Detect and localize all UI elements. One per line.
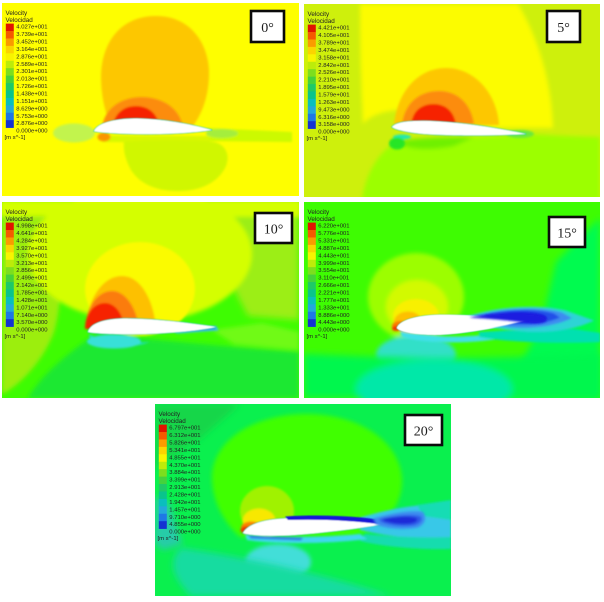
svg-text:2.221e+001: 2.221e+001 [318, 290, 349, 296]
svg-text:7.140e+000: 7.140e+000 [16, 313, 48, 319]
svg-text:0.000e+000: 0.000e+000 [16, 129, 48, 135]
svg-text:5.331e+001: 5.331e+001 [318, 238, 349, 244]
svg-text:3.158e+000: 3.158e+000 [318, 122, 350, 128]
svg-text:1.428e+001: 1.428e+001 [16, 298, 47, 304]
svg-text:2.428e+001: 2.428e+001 [169, 492, 200, 498]
svg-text:3.158e+001: 3.158e+001 [318, 55, 349, 61]
svg-text:1.777e+001: 1.777e+001 [318, 298, 349, 304]
svg-text:4.443e+000: 4.443e+000 [318, 320, 350, 326]
svg-text:3.452e+001: 3.452e+001 [16, 39, 47, 45]
svg-text:2.013e+001: 2.013e+001 [16, 77, 47, 83]
svg-text:Velocidad: Velocidad [159, 418, 187, 425]
svg-text:2.301e+001: 2.301e+001 [16, 69, 47, 75]
svg-text:0°: 0° [261, 21, 274, 36]
svg-text:2.876e+000: 2.876e+000 [16, 121, 48, 127]
svg-text:Velocity: Velocity [6, 209, 29, 216]
svg-text:Velocity: Velocity [6, 10, 29, 17]
svg-text:4.887e+001: 4.887e+001 [318, 246, 349, 252]
svg-text:0.000e+000: 0.000e+000 [318, 130, 350, 136]
svg-text:3.927e+001: 3.927e+001 [16, 246, 47, 252]
svg-text:Velocity: Velocity [308, 11, 331, 18]
svg-text:2.142e+001: 2.142e+001 [16, 283, 47, 289]
svg-text:5.753e+000: 5.753e+000 [16, 114, 48, 120]
svg-text:[m s^-1]: [m s^-1] [5, 334, 26, 340]
svg-text:1.895e+001: 1.895e+001 [318, 85, 349, 91]
svg-text:6.220e+001: 6.220e+001 [318, 224, 349, 230]
svg-text:2.856e+001: 2.856e+001 [16, 268, 47, 274]
svg-text:Velocity: Velocity [159, 411, 182, 418]
svg-text:Velocidad: Velocidad [308, 216, 336, 223]
svg-text:1.726e+001: 1.726e+001 [16, 84, 47, 90]
svg-text:0.000e+000: 0.000e+000 [318, 328, 350, 334]
svg-text:2.526e+001: 2.526e+001 [318, 70, 349, 76]
svg-text:3.554e+001: 3.554e+001 [318, 268, 349, 274]
svg-text:3.570e+001: 3.570e+001 [16, 253, 47, 259]
svg-text:4.855e+000: 4.855e+000 [169, 522, 201, 528]
svg-text:2.913e+001: 2.913e+001 [169, 485, 200, 491]
svg-text:4.105e+001: 4.105e+001 [318, 33, 349, 39]
svg-text:4.421e+001: 4.421e+001 [318, 26, 349, 32]
svg-text:4.370e+001: 4.370e+001 [169, 463, 200, 469]
svg-text:1.785e+001: 1.785e+001 [16, 290, 47, 296]
svg-text:3.789e+001: 3.789e+001 [318, 40, 349, 46]
svg-text:2.876e+001: 2.876e+001 [16, 54, 47, 60]
svg-text:5°: 5° [557, 21, 570, 36]
svg-text:2.499e+001: 2.499e+001 [16, 276, 47, 282]
svg-text:5.776e+001: 5.776e+001 [318, 231, 349, 237]
svg-text:9.710e+000: 9.710e+000 [169, 515, 201, 521]
svg-text:1.151e+001: 1.151e+001 [16, 99, 47, 105]
svg-text:[m s^-1]: [m s^-1] [158, 536, 179, 542]
svg-text:4.284e+001: 4.284e+001 [16, 238, 47, 244]
svg-text:4.855e+001: 4.855e+001 [169, 455, 200, 461]
svg-text:0.000e+000: 0.000e+000 [16, 328, 48, 334]
svg-text:4.027e+001: 4.027e+001 [16, 25, 47, 31]
svg-text:9.473e+000: 9.473e+000 [318, 107, 350, 113]
svg-text:1.263e+001: 1.263e+001 [318, 100, 349, 106]
svg-text:3.570e+000: 3.570e+000 [16, 320, 48, 326]
svg-text:3.164e+001: 3.164e+001 [16, 47, 47, 53]
svg-text:20°: 20° [414, 425, 434, 440]
svg-text:1.579e+001: 1.579e+001 [318, 92, 349, 98]
svg-text:8.886e+000: 8.886e+000 [318, 313, 350, 319]
svg-text:1.457e+001: 1.457e+001 [169, 507, 200, 513]
svg-text:3.213e+001: 3.213e+001 [16, 261, 47, 267]
svg-text:4.641e+001: 4.641e+001 [16, 231, 47, 237]
svg-text:3.999e+001: 3.999e+001 [318, 261, 349, 267]
svg-text:2.666e+001: 2.666e+001 [318, 283, 349, 289]
svg-text:1.333e+001: 1.333e+001 [318, 305, 349, 311]
svg-text:2.842e+001: 2.842e+001 [318, 63, 349, 69]
svg-text:8.629e+000: 8.629e+000 [16, 106, 48, 112]
svg-text:2.210e+001: 2.210e+001 [318, 78, 349, 84]
svg-text:4.998e+001: 4.998e+001 [16, 224, 47, 230]
svg-text:6.316e+000: 6.316e+000 [318, 115, 350, 121]
svg-text:3.399e+001: 3.399e+001 [169, 478, 200, 484]
svg-text:5.826e+001: 5.826e+001 [169, 440, 200, 446]
svg-text:6.797e+001: 6.797e+001 [169, 426, 200, 432]
svg-text:6.312e+001: 6.312e+001 [169, 433, 200, 439]
svg-text:Velocity: Velocity [308, 209, 331, 216]
svg-text:3.474e+001: 3.474e+001 [318, 48, 349, 54]
svg-text:1.942e+001: 1.942e+001 [169, 500, 200, 506]
svg-text:3.110e+001: 3.110e+001 [318, 276, 349, 282]
svg-text:0.000e+000: 0.000e+000 [169, 530, 201, 536]
svg-text:Velocidad: Velocidad [6, 17, 34, 24]
svg-text:1.438e+001: 1.438e+001 [16, 91, 47, 97]
svg-text:3.739e+001: 3.739e+001 [16, 32, 47, 38]
svg-text:Velocidad: Velocidad [308, 18, 336, 25]
svg-text:[m s^-1]: [m s^-1] [307, 136, 328, 142]
svg-text:10°: 10° [264, 223, 284, 238]
svg-text:[m s^-1]: [m s^-1] [5, 135, 26, 141]
svg-text:3.884e+001: 3.884e+001 [169, 470, 200, 476]
svg-text:Velocidad: Velocidad [6, 216, 34, 223]
svg-text:2.589e+001: 2.589e+001 [16, 62, 47, 68]
svg-text:[m s^-1]: [m s^-1] [307, 334, 328, 340]
svg-text:1.071e+001: 1.071e+001 [16, 305, 47, 311]
svg-text:15°: 15° [557, 227, 577, 242]
svg-text:4.443e+001: 4.443e+001 [318, 253, 349, 259]
svg-text:5.341e+001: 5.341e+001 [169, 448, 200, 454]
